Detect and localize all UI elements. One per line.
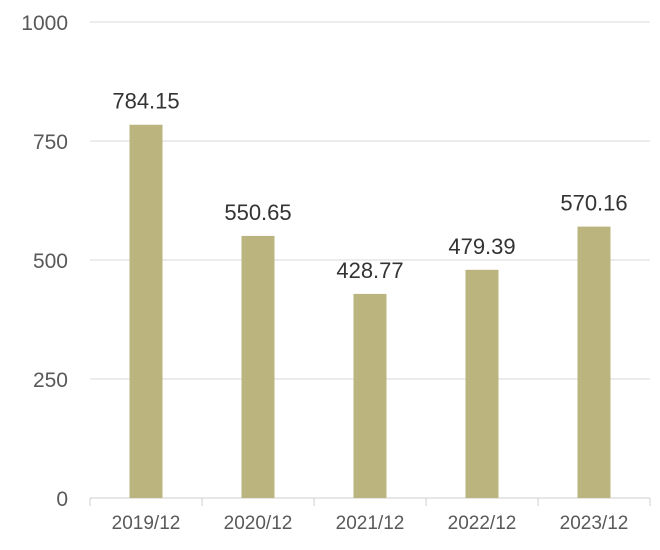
bars [129, 124, 611, 499]
x-tick-label-2021/12: 2021/12 [336, 513, 405, 534]
y-tick-label-0: 0 [56, 488, 68, 511]
x-tick-label-2023/12: 2023/12 [560, 513, 629, 534]
y-tick-label-1000: 1000 [21, 12, 68, 35]
labels: 0 250 500 750 1000 784.15 2019/12 550.65 2020/12… [21, 12, 628, 534]
bar-2022/12 [465, 269, 499, 498]
data-label-2020/12: 550.65 [224, 200, 291, 225]
x-tick-label-2020/12: 2020/12 [224, 513, 293, 534]
y-tick-label-250: 250 [33, 369, 68, 392]
x-tick-label-2022/12: 2022/12 [448, 513, 517, 534]
bar-2023/12 [577, 226, 611, 499]
y-tick-label-500: 500 [33, 250, 68, 273]
y-tick-label-750: 750 [33, 131, 68, 154]
data-label-2019/12: 784.15 [112, 89, 179, 114]
data-label-2021/12: 428.77 [336, 258, 403, 283]
bar-2020/12 [241, 235, 275, 498]
data-label-2023/12: 570.16 [560, 191, 627, 216]
x-tick-label-2019/12: 2019/12 [112, 513, 181, 534]
axes [89, 497, 651, 506]
bar-2021/12 [353, 293, 387, 498]
data-label-2022/12: 479.39 [448, 234, 515, 259]
bar-2019/12 [129, 124, 163, 498]
